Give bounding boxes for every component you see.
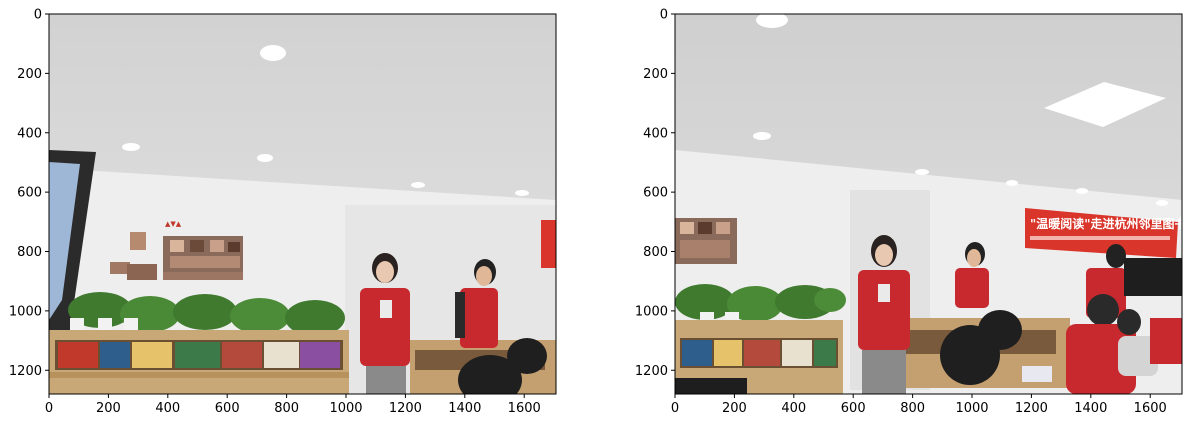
x-tick-label: 1000 [955, 401, 988, 416]
head-foreground [458, 355, 522, 394]
x-tick-label: 1000 [329, 401, 362, 416]
y-tick-label: 800 [17, 245, 42, 260]
ceiling-light [1006, 180, 1018, 186]
person-man [955, 242, 989, 308]
ceiling-light [411, 182, 425, 188]
svg-text:▲▼▲: ▲▼▲ [165, 220, 182, 228]
x-tick-label: 600 [215, 401, 240, 416]
y-tick-label: 0 [660, 8, 668, 23]
y-tick-label: 200 [17, 67, 42, 82]
ceiling-light [1076, 188, 1088, 194]
x-tick-label: 1600 [1134, 401, 1167, 416]
y-tick-label: 0 [34, 8, 42, 23]
x-tick-label: 800 [274, 401, 299, 416]
ceiling-light [1156, 200, 1168, 206]
person-man [455, 259, 498, 348]
head-seated [1117, 309, 1141, 335]
x-tick-label: 200 [722, 401, 747, 416]
left-axes-frame [48, 13, 557, 395]
plants [68, 292, 345, 336]
x-tick-label: 1200 [1015, 401, 1048, 416]
ceiling-light [122, 143, 140, 151]
y-tick-label: 600 [17, 186, 42, 201]
y-tick-label: 200 [643, 67, 668, 82]
photo-collage: ▲▼▲ [110, 220, 243, 280]
x-tick-label: 0 [45, 401, 53, 416]
table-items [1022, 366, 1052, 382]
y-tick-label: 800 [643, 245, 668, 260]
y-tick-label: 1200 [635, 364, 668, 379]
x-tick-label: 400 [155, 401, 180, 416]
seated-shirt [1118, 336, 1158, 376]
y-tick-label: 400 [643, 126, 668, 141]
x-tick-label: 600 [841, 401, 866, 416]
head-foreground [978, 310, 1022, 350]
y-tick-label: 1000 [635, 304, 668, 319]
bookshelf [49, 330, 349, 394]
monitor-screen [49, 162, 80, 320]
ceiling-panel-light [1044, 82, 1166, 127]
person-woman [858, 235, 910, 394]
x-tick-label: 400 [781, 401, 806, 416]
x-tick-label: 0 [671, 401, 679, 416]
x-tick-label: 1600 [508, 401, 541, 416]
seated-vest [1150, 318, 1182, 364]
x-tick-label: 1400 [448, 401, 481, 416]
right-photo: "温暖阅读"走进杭州邻里图书空间 [675, 14, 1186, 394]
right-axis-ticks: 0 200 400 600 800 1000 1200 1400 1600 0 200 400 600 8… [635, 8, 1167, 417]
right-axes-frame [674, 13, 1183, 395]
left-axis-ticks: 0 200 400 600 800 1000 1200 1400 1600 0 200 400 600 8… [9, 8, 541, 417]
y-tick-label: 600 [643, 186, 668, 201]
ceiling-light [915, 169, 929, 175]
red-flag [541, 220, 556, 268]
person-woman [360, 253, 410, 394]
x-tick-label: 800 [900, 401, 925, 416]
desk-edge [675, 378, 747, 394]
y-tick-label: 1200 [9, 364, 42, 379]
ceiling-light [260, 45, 286, 61]
ceiling-light [515, 190, 529, 196]
ceiling-light [753, 132, 771, 140]
x-tick-label: 1400 [1074, 401, 1107, 416]
ceiling-light [257, 154, 273, 162]
banner: "温暖阅读"走进杭州邻里图书空间 [1025, 208, 1186, 258]
x-tick-label: 1200 [389, 401, 422, 416]
head-seated [1087, 294, 1119, 326]
ceiling-light [756, 14, 788, 28]
y-tick-label: 400 [17, 126, 42, 141]
head-foreground [507, 338, 547, 374]
x-tick-label: 200 [96, 401, 121, 416]
left-photo: ▲▼▲ [49, 14, 556, 394]
y-tick-label: 1000 [9, 304, 42, 319]
banner-text: "温暖阅读"走进杭州邻里图书空间 [1030, 216, 1186, 231]
